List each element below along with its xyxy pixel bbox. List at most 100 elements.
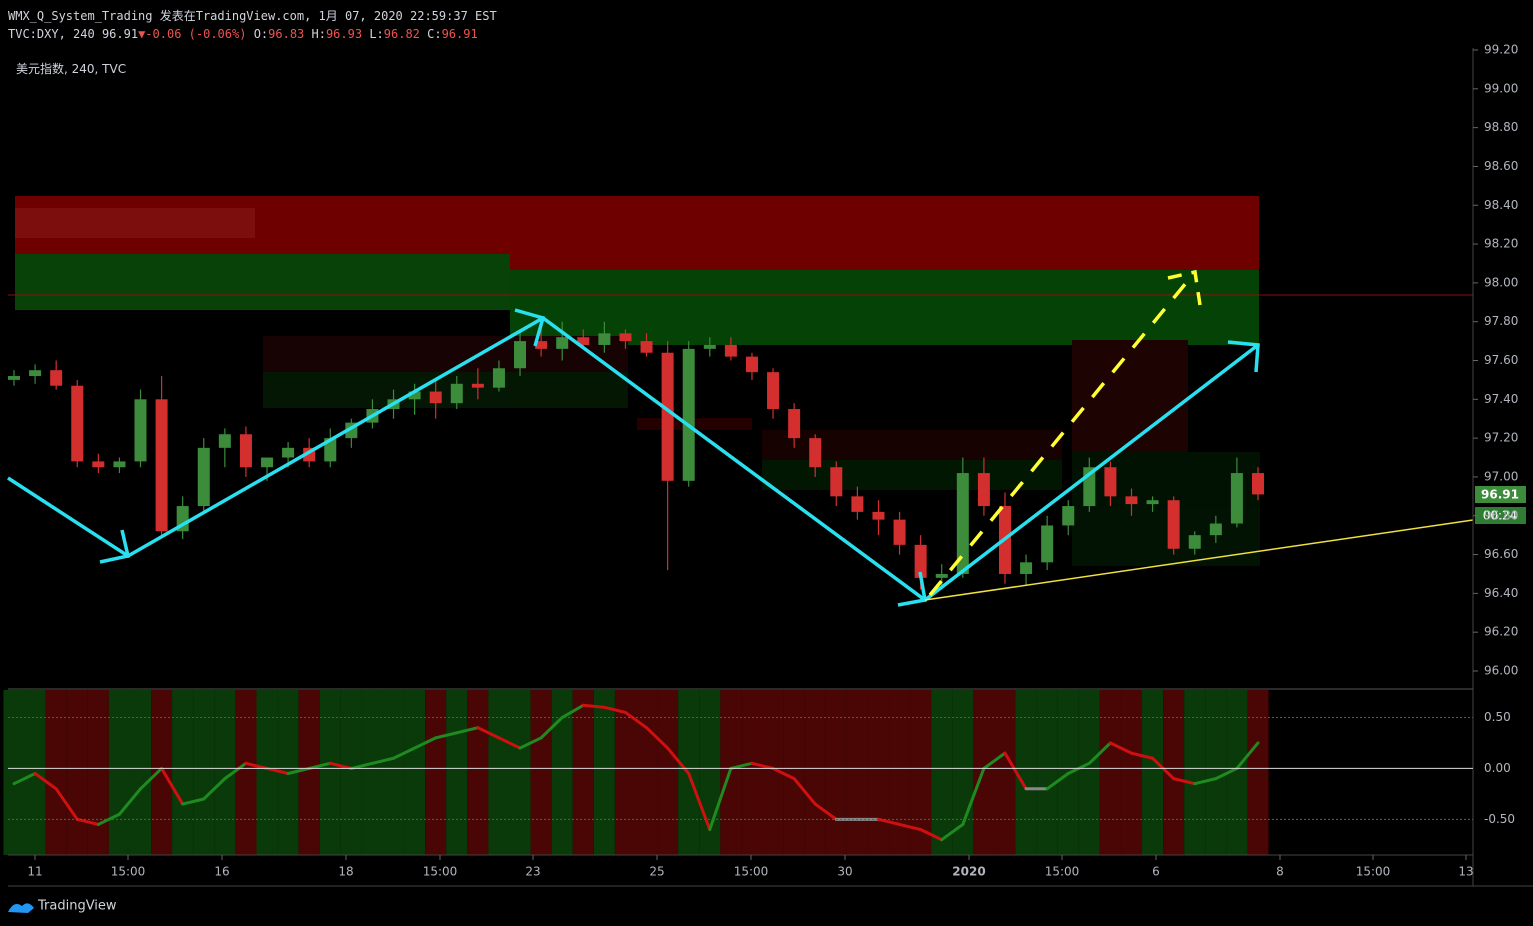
x-tick-label: 15:00: [734, 865, 769, 879]
c-label: C:: [427, 27, 442, 41]
candle-body: [956, 473, 969, 574]
y-tick-label: 97.60: [1484, 353, 1518, 367]
osc-tick-label: 0.50: [1484, 710, 1511, 724]
osc-tick-label: 0.00: [1484, 761, 1511, 775]
osc-segment: [434, 731, 459, 740]
osc-band: [572, 690, 594, 855]
osc-band: [551, 690, 573, 855]
arrow-head: [1167, 269, 1202, 306]
osc-segment: [75, 817, 100, 826]
x-tick-label: 11: [27, 865, 42, 879]
osc-segment: [1003, 751, 1028, 791]
x-tick-label: 16: [214, 865, 229, 879]
y-tick-label: 97.00: [1484, 469, 1518, 483]
osc-band: [340, 690, 362, 855]
arrow: ▼: [138, 27, 146, 41]
candle-body: [8, 376, 20, 380]
osc-segment: [33, 772, 58, 791]
osc-segment: [876, 817, 902, 826]
logo: [8, 903, 34, 913]
projection: [928, 270, 1197, 597]
candle-body: [598, 333, 611, 345]
candle-body: [1125, 496, 1138, 505]
osc-segment: [160, 766, 185, 806]
y-tick-label: 96.40: [1484, 586, 1518, 600]
osc-segment: [666, 746, 691, 776]
x-tick-label: 8: [1276, 865, 1284, 879]
osc-segment: [729, 761, 754, 770]
candle-body: [92, 461, 105, 468]
osc-segment: [392, 746, 417, 760]
osc-band: [1226, 690, 1248, 855]
zone: [510, 270, 1259, 345]
zone: [15, 254, 510, 310]
y-tick-label: 98.20: [1484, 237, 1518, 251]
candle-body: [724, 344, 737, 357]
candle-body: [50, 370, 63, 386]
y-tick-label: 98.60: [1484, 159, 1518, 173]
osc-band: [108, 690, 130, 855]
osc-segment: [602, 705, 627, 714]
osc-segment: [813, 802, 838, 821]
candle-body: [935, 573, 948, 578]
candle-body: [1062, 506, 1075, 526]
osc-band: [488, 690, 510, 855]
candle-body: [1020, 562, 1033, 574]
candle-body: [1041, 525, 1054, 563]
osc-band: [1142, 690, 1164, 855]
candle-body: [619, 333, 632, 342]
osc-band: [825, 690, 847, 855]
osc-band: [1163, 690, 1185, 855]
candle-body: [893, 519, 906, 545]
osc-band: [256, 690, 278, 855]
osc-tick-label: -0.50: [1484, 812, 1515, 826]
zones: [8, 196, 1473, 566]
candle-body: [788, 409, 801, 439]
osc-segment: [117, 787, 143, 816]
osc-band: [298, 690, 320, 855]
osc-segment: [518, 736, 543, 750]
zone: [1072, 452, 1260, 566]
osc-segment: [244, 761, 269, 770]
osc-segment: [961, 766, 986, 826]
x-tick-label: 25: [649, 865, 664, 879]
osc-band: [1078, 690, 1100, 855]
osc-band: [636, 690, 658, 855]
candle-body: [830, 467, 843, 497]
y-tick-label: 98.00: [1484, 275, 1518, 289]
candle-body: [450, 383, 463, 404]
osc-band: [846, 690, 868, 855]
y-tick-label: 96.20: [1484, 625, 1518, 639]
candle-body: [134, 399, 147, 462]
osc-segment: [497, 736, 522, 750]
osc-segment: [370, 756, 396, 765]
osc-band: [804, 690, 826, 855]
osc-segment: [265, 766, 290, 776]
last: 96.91: [101, 27, 139, 41]
candle-body: [197, 447, 210, 507]
osc-band: [994, 690, 1016, 855]
candle-body: [71, 385, 84, 462]
osc-band: [446, 690, 468, 855]
candle-body: [239, 434, 252, 468]
candle-body: [767, 372, 780, 410]
osc-band: [214, 690, 236, 855]
osc-band: [889, 690, 911, 855]
x-tick-label: 15:00: [111, 865, 146, 879]
osc-segment: [328, 761, 353, 770]
candle-body: [640, 341, 653, 353]
symbol-line: TVC:DXY, 240 96.91▼-0.06 (-0.06%) O:96.8…: [8, 27, 478, 41]
arrow-head: [99, 529, 131, 564]
osc-segment: [455, 726, 480, 735]
osc-band: [1247, 690, 1269, 855]
candle-body: [492, 368, 505, 388]
candle-body: [872, 511, 885, 520]
legend: 美元指数, 240, TVC: [16, 62, 127, 76]
osc-segment: [307, 761, 332, 770]
footer-brand: TradingView: [37, 899, 117, 914]
y-tick-label: 98.80: [1484, 120, 1518, 134]
x-tick-label: 15:00: [1356, 865, 1391, 879]
candle-body: [1104, 467, 1117, 497]
